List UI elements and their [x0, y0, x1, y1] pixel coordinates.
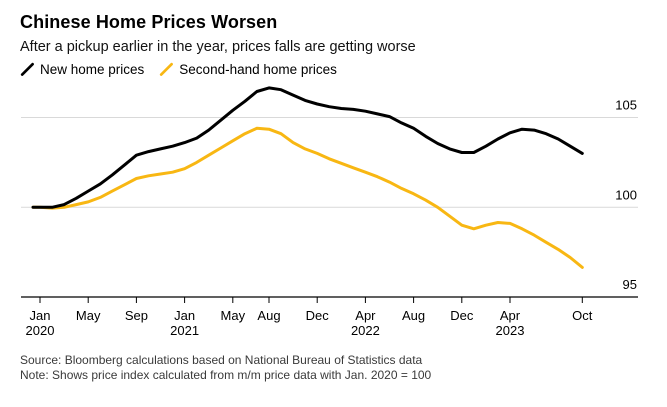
- x-axis-label-year: 2021: [170, 323, 199, 338]
- source-note: Source: Bloomberg calculations based on …: [20, 353, 423, 367]
- x-axis-label-month: Apr: [355, 308, 376, 323]
- line-swatch-icon: [160, 62, 174, 76]
- page-subtitle: After a pickup earlier in the year, pric…: [20, 39, 416, 55]
- x-axis-label-year: 2022: [351, 323, 380, 338]
- x-axis-label-month: Apr: [500, 308, 521, 323]
- x-axis-label-month: May: [76, 308, 101, 323]
- x-axis-label-year: 2020: [26, 323, 55, 338]
- legend-item-second-hand-home-prices: Second-hand home prices: [159, 62, 337, 77]
- x-axis-label-month: May: [221, 308, 246, 323]
- legend-label: New home prices: [40, 62, 145, 77]
- x-axis-label-month: Dec: [450, 308, 474, 323]
- x-axis-label-month: Aug: [402, 308, 425, 323]
- chart-legend: New home prices Second-hand home prices: [20, 62, 337, 77]
- x-axis-label-month: Oct: [572, 308, 593, 323]
- series-line-second-hand-home-prices: [31, 126, 584, 269]
- chart-footer: Source: Bloomberg calculations based on …: [20, 353, 431, 383]
- y-axis-label-105: 105: [615, 98, 637, 113]
- line-swatch-icon: [20, 62, 34, 76]
- x-axis-label-year: 2023: [496, 323, 525, 338]
- x-axis-label-month: Sep: [125, 308, 148, 323]
- methodology-note: Note: Shows price index calculated from …: [20, 368, 432, 382]
- x-axis-label-month: Jan: [174, 308, 195, 323]
- x-axis-label-month: Aug: [257, 308, 280, 323]
- legend-item-new-home-prices: New home prices: [20, 62, 144, 77]
- y-axis-label-100: 100: [615, 187, 637, 202]
- x-axis-label-month: Jan: [30, 308, 51, 323]
- x-axis-label-month: Dec: [306, 308, 330, 323]
- page-title: Chinese Home Prices Worsen: [20, 12, 278, 32]
- y-axis-label-95: 95: [623, 277, 637, 292]
- legend-label: Second-hand home prices: [179, 62, 337, 77]
- series-line-new-home-prices: [31, 86, 584, 209]
